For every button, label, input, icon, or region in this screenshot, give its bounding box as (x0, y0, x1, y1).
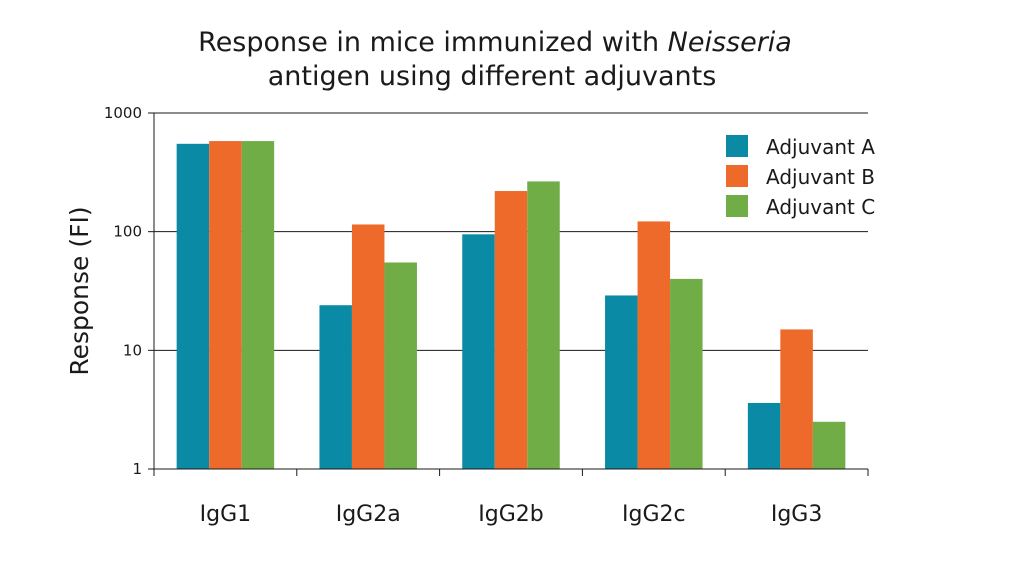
bar-igg1-adjuvant-a (176, 143, 210, 469)
y-tick-label: 1000 (104, 104, 142, 122)
x-tick-label-igg2a: IgG2a (336, 502, 401, 527)
bar-igg1-adjuvant-c (241, 141, 275, 469)
y-tick-label: 10 (123, 341, 142, 359)
bar-igg2a-adjuvant-c (384, 262, 417, 469)
y-tick-label: 100 (113, 223, 142, 241)
y-tick-label: 1 (132, 460, 142, 478)
bar-igg2a-adjuvant-b (351, 224, 385, 469)
axes: 1 10 100 1000 IgG1 IgG2a IgG2b IgG2c IgG3 (104, 104, 869, 527)
bar-igg2b-adjuvant-b (494, 191, 528, 469)
bars (176, 141, 846, 470)
bar-igg2a-adjuvant-a (319, 305, 352, 469)
legend: Adjuvant A Adjuvant B Adjuvant C (726, 135, 875, 219)
x-tick-label-igg3: IgG3 (771, 502, 823, 527)
legend-label-adjuvant-b: Adjuvant B (766, 165, 875, 189)
legend-swatch-adjuvant-a (726, 135, 748, 157)
bar-igg2c-adjuvant-a (605, 295, 638, 469)
bar-igg3-adjuvant-a (747, 402, 781, 469)
x-tick-label-igg2c: IgG2c (622, 502, 686, 527)
bar-igg3-adjuvant-c (812, 421, 846, 469)
legend-swatch-adjuvant-b (726, 165, 748, 187)
x-tick-label-igg2b: IgG2b (478, 502, 543, 527)
chart-title-italic: Neisseria (668, 27, 792, 58)
bar-igg2c-adjuvant-b (637, 221, 671, 469)
bar-igg2b-adjuvant-c (527, 181, 560, 470)
y-axis-label: Response (FI) (65, 206, 94, 375)
legend-label-adjuvant-a: Adjuvant A (766, 135, 875, 159)
chart-title-prefix: Response in mice immunized with (198, 27, 668, 58)
chart-title-line2: antigen using different adjuvants (268, 61, 717, 92)
bar-igg2b-adjuvant-a (462, 234, 495, 469)
chart-title: Response in mice immunized with Neisseri… (198, 27, 792, 58)
bar-igg2c-adjuvant-c (670, 278, 703, 469)
legend-swatch-adjuvant-c (726, 195, 748, 217)
bar-igg1-adjuvant-b (209, 141, 242, 469)
bar-igg3-adjuvant-b (780, 329, 813, 469)
legend-label-adjuvant-c: Adjuvant C (766, 195, 875, 219)
x-tick-label-igg1: IgG1 (200, 502, 252, 527)
